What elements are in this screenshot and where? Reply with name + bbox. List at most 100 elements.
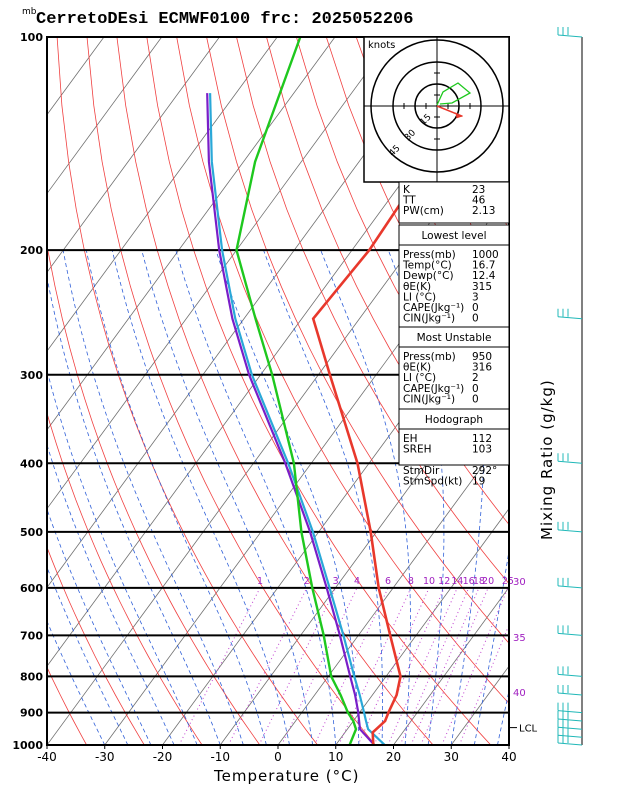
index-value: 315 <box>472 281 492 293</box>
theta-e-labels: 30 35 40 <box>513 577 526 699</box>
indices-section-box <box>398 326 510 410</box>
wind-barb <box>557 625 583 636</box>
isotherm-line <box>47 37 105 116</box>
index-value: 950 <box>472 351 492 363</box>
isotherm-line <box>104 192 509 745</box>
wind-barb <box>557 719 583 730</box>
wind-barb <box>557 453 583 464</box>
indices-section-title: Lowest level <box>421 230 486 242</box>
dewpoint-profile-line <box>235 37 358 745</box>
hodograph-unit-label: knots <box>368 40 395 51</box>
index-label: θE(K) <box>403 281 431 293</box>
moist-adiabat-line <box>474 548 509 745</box>
mixing-ratio-label: 20 <box>482 576 494 587</box>
moist-adiabat-line <box>111 250 290 745</box>
index-value: 2.13 <box>472 205 495 217</box>
pressure-tick-label: 400 <box>20 457 43 470</box>
x-tick-label: -30 <box>95 750 115 764</box>
index-label: StmSpd(kt) <box>403 475 462 487</box>
moist-adiabat-line <box>497 689 509 745</box>
x-tick-label: 0 <box>274 750 282 764</box>
index-value: 103 <box>472 444 492 456</box>
x-tick-label: 40 <box>501 750 516 764</box>
mixing-ratio-label: 18 <box>473 576 485 587</box>
virtual-temperature-line <box>209 93 386 745</box>
dry-adiabat-line <box>146 37 492 745</box>
pressure-tick-label: 900 <box>20 707 43 720</box>
x-axis-label: Temperature (°C) <box>214 767 360 785</box>
index-label: Press(mb) <box>403 351 456 363</box>
index-label: CIN(Jkg⁻¹) <box>403 313 455 325</box>
index-label: EH <box>403 433 418 445</box>
pressure-tick-label: 600 <box>20 582 43 595</box>
wind-barb <box>557 727 583 738</box>
x-tick-label: 20 <box>386 750 401 764</box>
index-value: 0 <box>472 393 479 405</box>
wind-barb <box>557 27 583 38</box>
index-value: 0 <box>472 383 479 395</box>
moist-adiabat-line <box>62 250 244 745</box>
wind-barb <box>557 702 583 714</box>
wind-barb-staff <box>557 673 583 677</box>
moist-adiabat-line <box>175 249 337 745</box>
mixing-ratio-line <box>314 587 389 745</box>
moist-adiabat-line <box>320 249 411 745</box>
mixing-ratio-line <box>441 587 509 745</box>
chart-title: CerretoDEsi ECMWF0100 frc: 2025052206 <box>36 10 414 29</box>
wind-barb-staff <box>557 460 583 464</box>
isotherm-line <box>335 507 509 745</box>
isotherm-line <box>393 586 509 745</box>
isotherm-line <box>47 37 278 352</box>
index-label: LI (°C) <box>403 291 436 303</box>
wind-barb-staff <box>557 34 583 38</box>
wind-barb <box>557 577 583 589</box>
index-label: StmDir <box>403 465 440 477</box>
isotherm-line <box>47 37 163 195</box>
lcl-label: LCL <box>519 724 538 735</box>
wind-barb <box>557 308 583 320</box>
x-tick-label: -10 <box>210 750 230 764</box>
mixing-ratio-label: 4 <box>354 576 360 587</box>
mixing-ratio-axis-label: Mixing Ratio (g/kg) <box>538 379 556 540</box>
wind-barb <box>557 666 583 677</box>
hodograph-trace <box>436 82 472 106</box>
dry-adiabat-line <box>566 37 618 760</box>
mixing-ratio-line <box>399 587 470 745</box>
index-label: CIN(Jkg⁻¹) <box>403 393 455 405</box>
parcel-trajectory-line <box>206 93 376 745</box>
pressure-tick-label: 100 <box>20 31 43 44</box>
wind-barb-staff <box>557 718 583 722</box>
wind-barb-column: LCL <box>509 27 583 746</box>
mixing-ratio-line <box>258 587 337 745</box>
dry-adiabat-line <box>47 411 203 745</box>
dry-adiabat-lines <box>0 37 618 760</box>
mixing-ratio-label: 12 <box>438 576 450 587</box>
mixing-ratio-label: 1 <box>257 576 263 587</box>
isotherm-line <box>47 37 336 431</box>
isotherm-line <box>277 429 509 745</box>
wind-barb <box>557 711 583 722</box>
index-value: 23 <box>472 184 485 196</box>
index-label: θE(K) <box>403 362 431 374</box>
pressure-tick-label: 300 <box>20 369 43 382</box>
dry-adiabat-line <box>505 37 509 45</box>
mixing-ratio-label: 2 <box>304 576 310 587</box>
index-value: 3 <box>472 291 479 303</box>
pressure-tick-label: 500 <box>20 526 43 539</box>
index-value: 316 <box>472 362 492 374</box>
hodograph-ring <box>370 39 504 173</box>
pressure-unit-label: mb <box>22 7 37 17</box>
index-value: 12.4 <box>472 270 496 282</box>
storm-motion-arrowhead <box>455 112 463 119</box>
mixing-ratio-line <box>387 587 458 745</box>
index-value: 292° <box>472 465 497 477</box>
dry-adiabat-line <box>0 37 37 760</box>
index-label: Dewp(°C) <box>403 270 454 282</box>
mixing-ratio-line <box>410 587 480 745</box>
wind-barb-staff <box>557 632 583 636</box>
wind-barb-staff <box>557 726 583 730</box>
wind-barb-staff <box>557 529 583 533</box>
